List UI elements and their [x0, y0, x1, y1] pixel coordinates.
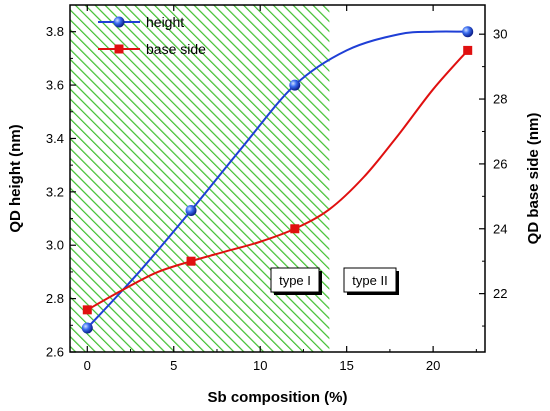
axis-layer: 0 5 10 15 20 2.6 2.8 3.0 3.2 3.4 3.6 3.8 22 24 26 28 30 — [46, 5, 507, 373]
y-tick-label-right: 28 — [493, 92, 507, 107]
legend: height base side — [98, 14, 206, 57]
x-axis-title: Sb composition (%) — [208, 389, 348, 406]
data-point-base-side — [463, 45, 473, 55]
y-tick-label-left: 3.0 — [46, 238, 64, 253]
legend-label: height — [146, 14, 184, 30]
data-point-base-side — [82, 305, 92, 315]
x-tick-label: 5 — [170, 358, 177, 373]
y-axis-title-right: QD base side (nm) — [525, 113, 542, 245]
data-point-height — [185, 205, 197, 217]
series-line-base-side — [86, 49, 469, 311]
data-point-height — [462, 26, 474, 38]
y-tick-label-right: 30 — [493, 27, 507, 42]
x-tick-label: 20 — [426, 358, 440, 373]
legend-item-height: height — [98, 14, 184, 30]
data-point-base-side — [186, 256, 196, 266]
region-label-0: type I — [270, 267, 322, 295]
region-fill-0 — [70, 5, 330, 352]
x-tick-label: 15 — [339, 358, 353, 373]
region-label-1: type II — [343, 267, 399, 295]
region-label-text: type II — [352, 273, 387, 288]
region-label-box — [343, 267, 397, 293]
x-tick-label: 10 — [253, 358, 267, 373]
series-line-height — [86, 30, 468, 329]
y-tick-label-right: 26 — [493, 156, 507, 171]
region-layer: type I type II — [70, 5, 399, 352]
legend-marker-sphere — [113, 16, 125, 28]
y-tick-label-left: 2.8 — [46, 291, 64, 306]
data-point-base-side — [290, 224, 300, 234]
legend-marker-square — [114, 44, 124, 54]
plot-frame — [69, 4, 486, 353]
y-tick-label-left: 3.2 — [46, 184, 64, 199]
region-label-text: type I — [279, 273, 311, 288]
data-point-height — [289, 79, 301, 91]
region-label-box — [270, 267, 320, 293]
x-tick-label: 0 — [84, 358, 91, 373]
legend-label: base side — [146, 41, 206, 57]
y-axis-title-left: QD height (nm) — [7, 124, 24, 232]
y-tick-label-left: 3.8 — [46, 24, 64, 39]
y-tick-label-right: 24 — [493, 221, 507, 236]
data-point-height — [81, 322, 93, 334]
y-tick-label-left: 3.4 — [46, 131, 64, 146]
y-tick-label-left: 3.6 — [46, 78, 64, 93]
y-tick-label-left: 2.6 — [46, 345, 64, 360]
legend-item-base-side: base side — [98, 41, 206, 57]
y-tick-label-right: 22 — [493, 286, 507, 301]
series-layer — [81, 26, 474, 334]
